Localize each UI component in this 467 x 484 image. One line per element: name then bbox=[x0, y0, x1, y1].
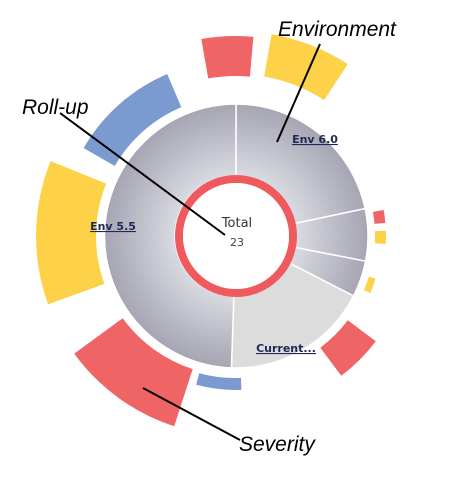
center-hole bbox=[183, 183, 289, 289]
severity-segment-mid1-red[interactable] bbox=[372, 210, 386, 224]
severity-segment-current-red[interactable] bbox=[320, 320, 376, 376]
annotation-lines bbox=[59, 43, 321, 441]
segment-label-env55[interactable]: Env 5.5 bbox=[90, 220, 136, 233]
center-total-value: 23 bbox=[230, 236, 244, 249]
severity-segment-current-blue[interactable] bbox=[196, 373, 242, 391]
severity-segment-env55-yellow[interactable] bbox=[36, 161, 107, 305]
segment-labels: Env 6.0 Current... Env 5.5 bbox=[90, 133, 338, 355]
rollup-leader-line bbox=[59, 112, 226, 236]
severity-segment-env55-blue[interactable] bbox=[83, 74, 182, 166]
environment-ring-border bbox=[102, 102, 370, 370]
environment-leader-line bbox=[276, 43, 321, 143]
severity-leader-line bbox=[142, 387, 241, 441]
annotation-rollup: Roll-up bbox=[22, 96, 89, 119]
annotation-environment: Environment bbox=[278, 18, 397, 41]
severity-segment-mid1-yellow[interactable] bbox=[374, 230, 386, 244]
rollup-ring[interactable] bbox=[175, 175, 297, 297]
severity-segment-mid2-yellow[interactable] bbox=[364, 276, 376, 293]
segment-label-env60[interactable]: Env 6.0 bbox=[292, 133, 338, 146]
segment-label-current[interactable]: Current... bbox=[256, 342, 316, 355]
annotation-severity: Severity bbox=[239, 433, 316, 456]
severity-segment-env60-red[interactable] bbox=[201, 36, 254, 79]
center-title: Total bbox=[221, 216, 252, 231]
severity-segment-env60-yellow[interactable] bbox=[264, 34, 348, 101]
